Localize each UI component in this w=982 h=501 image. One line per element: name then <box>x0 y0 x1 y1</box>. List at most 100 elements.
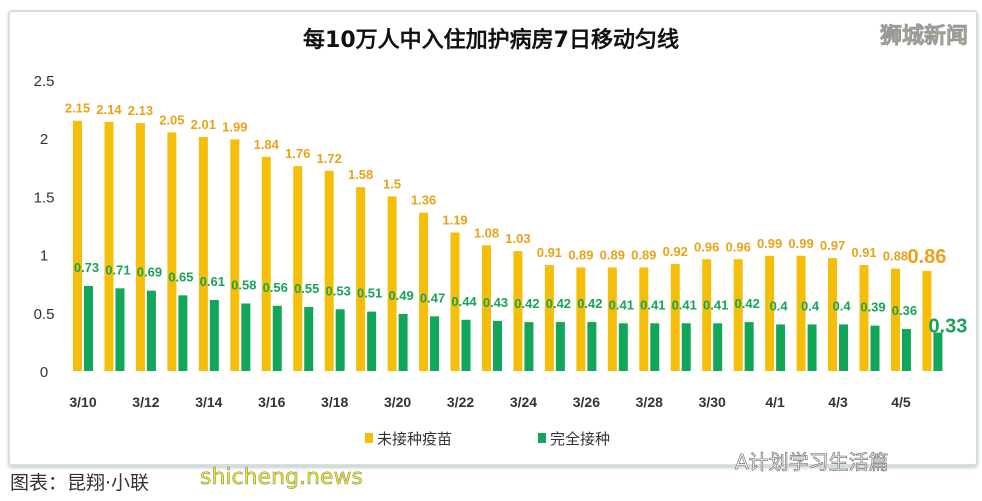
x-tick-label: 3/30 <box>699 394 726 410</box>
bar-vaccinated <box>650 323 660 371</box>
data-label: 0.41 <box>672 297 697 312</box>
legend-label: 完全接种 <box>550 430 610 448</box>
data-label: 0.69 <box>137 265 162 280</box>
data-label: 0.41 <box>703 297 728 312</box>
x-tick-label: 4/3 <box>828 394 848 410</box>
data-label: 0.49 <box>388 288 413 303</box>
legend-label: 未接种疫苗 <box>377 430 452 448</box>
data-label: 0.89 <box>568 247 593 262</box>
wechat-watermark: A计划学习生活篇 <box>735 450 889 475</box>
bar-unvaccinated <box>261 156 271 371</box>
x-tick-label: 3/16 <box>258 394 285 410</box>
bar-vaccinated <box>146 290 156 371</box>
x-tick-label: 3/24 <box>510 394 537 410</box>
data-label: 0.96 <box>694 239 719 254</box>
data-label: 0.65 <box>168 269 193 284</box>
bar-unvaccinated <box>135 123 145 372</box>
bar-vaccinated <box>839 324 849 371</box>
bar-vaccinated <box>84 286 93 371</box>
data-label: 0.91 <box>851 245 876 260</box>
bar-vaccinated <box>587 322 597 371</box>
bar-vaccinated <box>901 329 911 371</box>
bar-unvaccinated <box>198 137 208 371</box>
x-tick-label: 3/18 <box>321 394 348 410</box>
data-label: 0.4 <box>770 298 789 313</box>
data-label: 0.71 <box>105 262 130 277</box>
data-label: 0.91 <box>537 245 562 260</box>
y-tick-label: 2.5 <box>34 73 55 90</box>
bar-unvaccinated <box>796 255 806 371</box>
y-tick-label: 0.5 <box>34 306 55 323</box>
bar-vaccinated <box>367 311 377 371</box>
data-label: 2.05 <box>159 112 184 127</box>
y-tick-label: 1 <box>40 248 48 265</box>
data-label: 0.42 <box>735 296 760 311</box>
x-tick-label: 4/1 <box>765 394 785 410</box>
data-label: 0.56 <box>263 280 288 295</box>
data-label: 0.42 <box>546 296 571 311</box>
bar-unvaccinated <box>859 265 869 371</box>
data-label: 2.13 <box>128 103 153 118</box>
bar-vaccinated <box>492 320 502 371</box>
bar-unvaccinated <box>356 187 366 371</box>
x-tick-label: 3/14 <box>195 394 222 410</box>
legend-swatch <box>365 433 373 443</box>
bar-vaccinated <box>335 309 345 371</box>
bar-vaccinated <box>304 306 314 371</box>
data-label: 0.4 <box>801 298 820 313</box>
bar-vaccinated <box>524 322 534 371</box>
data-label: 1.58 <box>348 167 373 182</box>
bar-vaccinated <box>555 322 565 371</box>
data-label: 0.89 <box>631 247 656 262</box>
bar-vaccinated <box>776 324 786 371</box>
data-label: 0.41 <box>609 297 634 312</box>
bar-vaccinated <box>618 323 628 371</box>
bar-unvaccinated <box>702 259 712 371</box>
legend-swatch <box>538 433 546 443</box>
data-label: 0.44 <box>451 294 477 309</box>
data-label: 0.55 <box>294 281 319 296</box>
data-label: 0.33 <box>928 316 967 338</box>
data-label: 1.36 <box>411 193 436 208</box>
chart-credit: 图表：昆翔·小联 <box>10 472 150 494</box>
data-label: 0.41 <box>640 297 665 312</box>
bar-unvaccinated <box>607 267 617 371</box>
site-watermark: shicheng.news <box>200 465 364 491</box>
bar-vaccinated <box>681 323 691 371</box>
data-label: 2.01 <box>191 117 216 132</box>
data-label: 0.61 <box>200 274 225 289</box>
data-label: 0.97 <box>820 238 845 253</box>
data-label: 1.76 <box>285 146 310 161</box>
chart-title: 每10万人中入住加护病房7日移动匀线 <box>303 28 679 53</box>
bar-unvaccinated <box>293 166 303 371</box>
data-label: 1.84 <box>254 137 280 152</box>
data-label: 1.99 <box>222 119 247 134</box>
y-tick-label: 0 <box>40 364 48 381</box>
data-label: 0.73 <box>74 260 99 275</box>
bar-vaccinated <box>272 305 282 371</box>
bar-vaccinated <box>241 303 251 371</box>
bar-unvaccinated <box>481 245 491 371</box>
bar-unvaccinated <box>104 121 114 372</box>
bar-vaccinated <box>178 295 188 371</box>
bar-vaccinated <box>870 325 880 371</box>
x-tick-label: 3/10 <box>69 394 96 410</box>
data-label: 0.89 <box>600 247 625 262</box>
data-label: 0.96 <box>726 239 751 254</box>
bar-vaccinated <box>430 316 440 371</box>
bar-unvaccinated <box>639 267 649 371</box>
bar-vaccinated <box>209 299 219 371</box>
bar-unvaccinated <box>324 170 334 371</box>
data-label: 0.99 <box>788 236 813 251</box>
bar-vaccinated <box>744 322 754 371</box>
bar-vaccinated <box>933 332 943 371</box>
x-tick-label: 4/5 <box>891 394 911 410</box>
data-label: 1.19 <box>442 212 467 227</box>
bar-unvaccinated <box>513 251 523 371</box>
bar-unvaccinated <box>450 232 460 371</box>
bar-unvaccinated <box>733 259 743 371</box>
y-tick-label: 1.5 <box>34 189 55 206</box>
data-label: 0.99 <box>757 236 782 251</box>
data-label: 2.15 <box>65 101 90 116</box>
data-label: 0.86 <box>907 246 946 268</box>
